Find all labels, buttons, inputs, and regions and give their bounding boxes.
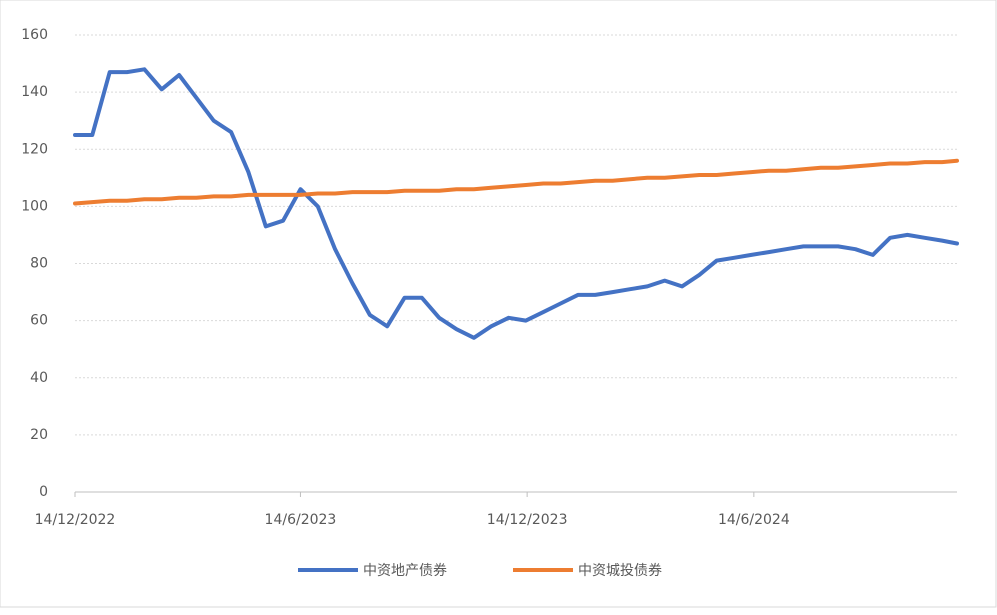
y-tick-label: 60 <box>30 313 48 329</box>
x-tick-label: 14/6/2023 <box>265 512 337 528</box>
y-tick-label: 20 <box>30 427 48 443</box>
legend-label: 中资地产债券 <box>363 563 447 579</box>
x-tick-label: 14/12/2023 <box>487 512 568 528</box>
y-tick-label: 100 <box>21 198 48 214</box>
series-line <box>73 158 959 206</box>
y-tick-label: 0 <box>39 484 48 500</box>
y-tick-label: 140 <box>21 84 48 100</box>
legend-label: 中资城投债券 <box>578 563 662 579</box>
y-tick-label: 80 <box>30 256 48 272</box>
x-tick-label: 14/12/2022 <box>35 512 116 528</box>
x-tick-label: 14/6/2024 <box>718 512 790 528</box>
series-line <box>73 67 959 340</box>
y-tick-label: 40 <box>30 370 48 386</box>
y-tick-label: 160 <box>21 27 48 43</box>
y-tick-label: 120 <box>21 141 48 157</box>
